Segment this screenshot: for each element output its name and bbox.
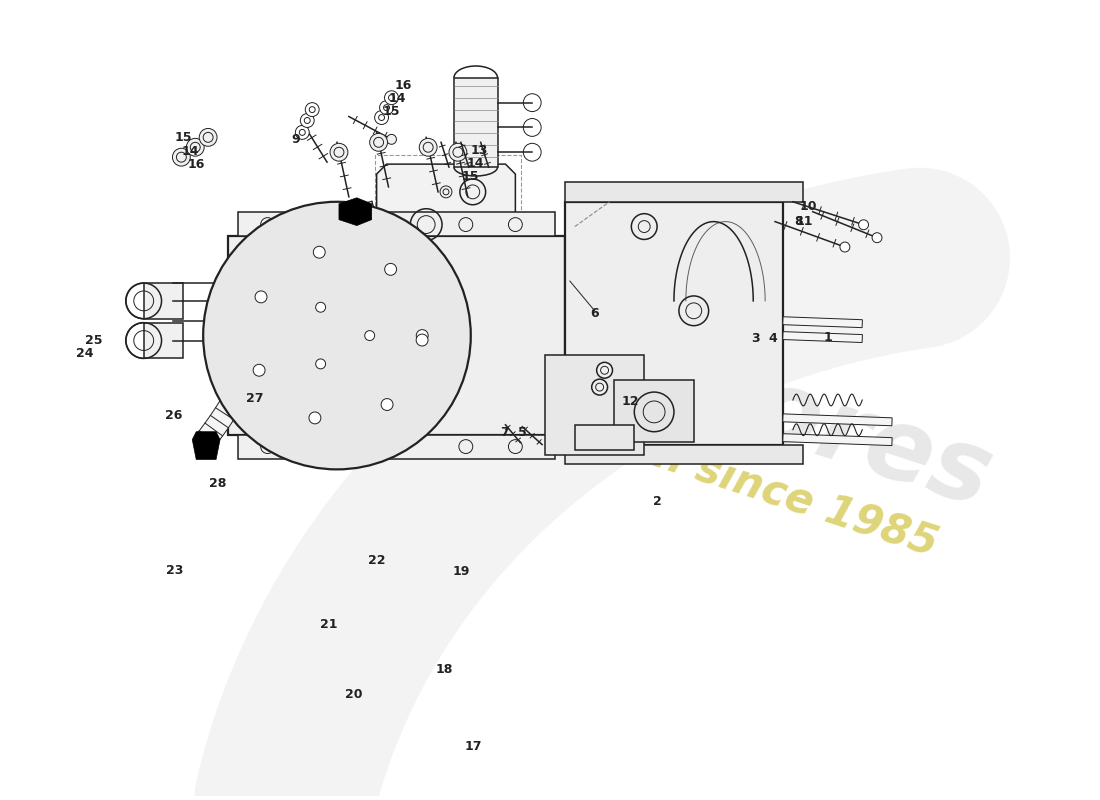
Text: 5: 5: [518, 426, 527, 439]
Circle shape: [295, 126, 309, 139]
Circle shape: [316, 359, 326, 369]
Circle shape: [596, 362, 613, 378]
Circle shape: [255, 291, 267, 303]
Text: 6: 6: [591, 307, 600, 320]
Polygon shape: [783, 414, 892, 426]
Polygon shape: [565, 182, 803, 202]
Text: 13: 13: [471, 144, 488, 157]
Text: 7: 7: [500, 426, 509, 439]
Polygon shape: [144, 322, 184, 358]
Text: 25: 25: [86, 334, 103, 347]
Text: 15: 15: [383, 105, 400, 118]
Text: 14: 14: [388, 92, 406, 106]
Text: a passion since 1985: a passion since 1985: [464, 374, 943, 565]
Circle shape: [419, 138, 437, 156]
Polygon shape: [575, 425, 635, 450]
Circle shape: [416, 334, 428, 346]
Text: 20: 20: [345, 688, 363, 701]
Circle shape: [859, 220, 869, 230]
Text: 14: 14: [182, 145, 199, 158]
Polygon shape: [376, 164, 516, 254]
Text: 16: 16: [188, 158, 205, 170]
Polygon shape: [565, 445, 803, 465]
Circle shape: [309, 412, 321, 424]
Polygon shape: [783, 317, 862, 328]
Text: 1: 1: [823, 331, 832, 344]
Text: 16: 16: [395, 79, 412, 92]
Text: 18: 18: [436, 663, 453, 676]
Text: 22: 22: [367, 554, 385, 567]
Text: 24: 24: [77, 347, 94, 360]
Circle shape: [204, 202, 471, 470]
Circle shape: [592, 379, 607, 395]
Polygon shape: [238, 212, 556, 237]
Text: 26: 26: [165, 410, 183, 422]
Polygon shape: [144, 283, 184, 318]
Polygon shape: [228, 237, 565, 434]
Circle shape: [379, 101, 394, 114]
Text: 27: 27: [246, 391, 264, 405]
Circle shape: [316, 302, 326, 312]
Text: 11: 11: [796, 215, 814, 228]
Circle shape: [173, 148, 190, 166]
Text: euromotores: euromotores: [285, 212, 1003, 528]
Circle shape: [306, 102, 319, 117]
Polygon shape: [238, 434, 556, 459]
Polygon shape: [783, 332, 862, 342]
Circle shape: [300, 114, 315, 127]
Circle shape: [381, 398, 393, 410]
Circle shape: [370, 134, 387, 151]
Circle shape: [840, 242, 850, 252]
Polygon shape: [783, 434, 892, 446]
Text: 19: 19: [452, 565, 470, 578]
Text: 15: 15: [175, 131, 192, 144]
Text: 17: 17: [465, 740, 483, 754]
Circle shape: [314, 246, 326, 258]
Circle shape: [416, 330, 428, 342]
Text: 8: 8: [794, 215, 803, 228]
Polygon shape: [546, 355, 645, 454]
Text: 21: 21: [320, 618, 338, 631]
Bar: [375, 155, 521, 264]
Polygon shape: [454, 78, 497, 167]
Circle shape: [186, 138, 205, 156]
Circle shape: [385, 263, 397, 275]
Polygon shape: [615, 380, 694, 442]
Polygon shape: [565, 202, 783, 445]
Text: 23: 23: [166, 564, 183, 577]
Text: 3: 3: [751, 332, 759, 345]
Circle shape: [386, 134, 396, 144]
Circle shape: [449, 143, 466, 161]
Text: 4: 4: [769, 332, 778, 345]
Circle shape: [253, 364, 265, 376]
Circle shape: [385, 90, 398, 105]
Polygon shape: [198, 347, 266, 446]
Circle shape: [330, 143, 348, 161]
Circle shape: [365, 330, 375, 341]
Polygon shape: [192, 432, 220, 459]
Polygon shape: [339, 198, 372, 226]
Circle shape: [199, 129, 217, 146]
Text: 9: 9: [292, 133, 299, 146]
Text: 12: 12: [621, 395, 639, 409]
Text: 10: 10: [800, 200, 817, 214]
Circle shape: [375, 110, 388, 125]
Polygon shape: [245, 201, 377, 350]
Text: 14: 14: [468, 157, 484, 170]
Text: 28: 28: [209, 477, 227, 490]
Circle shape: [872, 233, 882, 242]
Text: 15: 15: [462, 170, 480, 182]
Text: 2: 2: [652, 494, 661, 507]
